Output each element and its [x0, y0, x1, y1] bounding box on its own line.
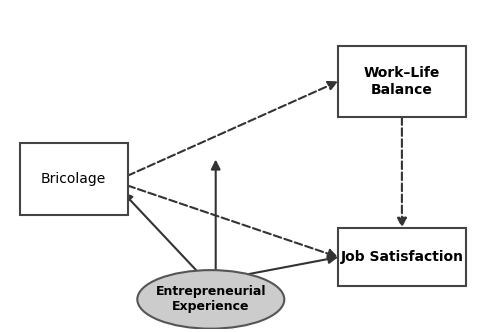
FancyBboxPatch shape: [338, 228, 466, 287]
FancyBboxPatch shape: [338, 45, 466, 117]
FancyArrowPatch shape: [398, 117, 406, 225]
FancyArrowPatch shape: [128, 82, 336, 176]
FancyArrowPatch shape: [212, 162, 220, 270]
Ellipse shape: [138, 270, 284, 329]
FancyArrowPatch shape: [124, 194, 196, 270]
FancyBboxPatch shape: [20, 143, 128, 215]
FancyArrowPatch shape: [236, 255, 336, 277]
FancyArrowPatch shape: [128, 186, 336, 258]
Text: Entrepreneurial
Experience: Entrepreneurial Experience: [156, 286, 266, 313]
Text: Bricolage: Bricolage: [41, 172, 106, 186]
Text: Job Satisfaction: Job Satisfaction: [340, 250, 464, 264]
Text: Work–Life
Balance: Work–Life Balance: [364, 66, 440, 97]
